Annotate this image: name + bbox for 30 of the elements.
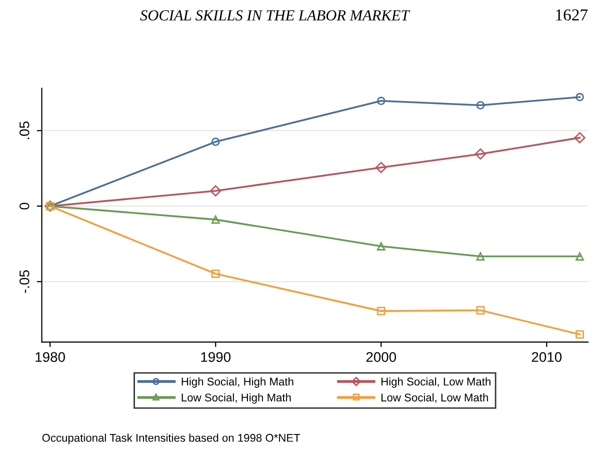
x-tick-label: 2010	[532, 352, 562, 362]
point	[376, 162, 387, 174]
point	[476, 252, 485, 261]
text: Occupational Task Intensities based on 1998 O*NET	[42, 434, 300, 444]
legend-label: High Social, Low Math	[382, 377, 490, 388]
point	[576, 330, 584, 339]
legend-label: High Social, High Math	[182, 377, 294, 388]
point	[476, 306, 485, 314]
legend-label: Low Social, Low Math	[382, 393, 488, 403]
text: 1627	[556, 9, 588, 21]
chart-title: SOCIAL SKILLS IN THE LABOR MARKET	[140, 10, 410, 21]
y-tick-label: 0	[19, 202, 30, 210]
point	[376, 96, 386, 106]
y-tick-label: .05	[19, 122, 30, 139]
x-tick-label: 1990	[201, 352, 231, 362]
point	[474, 148, 486, 160]
x-tick-label: 2000	[366, 352, 396, 362]
point	[576, 92, 584, 102]
point	[211, 215, 220, 224]
point	[376, 242, 386, 250]
y-tick-label: -.05	[19, 270, 30, 293]
point	[476, 101, 485, 110]
point	[576, 252, 584, 261]
x-tick-label: 1980	[36, 352, 65, 362]
point	[574, 132, 586, 144]
point	[211, 270, 220, 278]
legend-label: Low Social, High Math	[182, 393, 291, 404]
point	[376, 306, 386, 316]
point	[210, 185, 222, 196]
point	[211, 138, 220, 146]
